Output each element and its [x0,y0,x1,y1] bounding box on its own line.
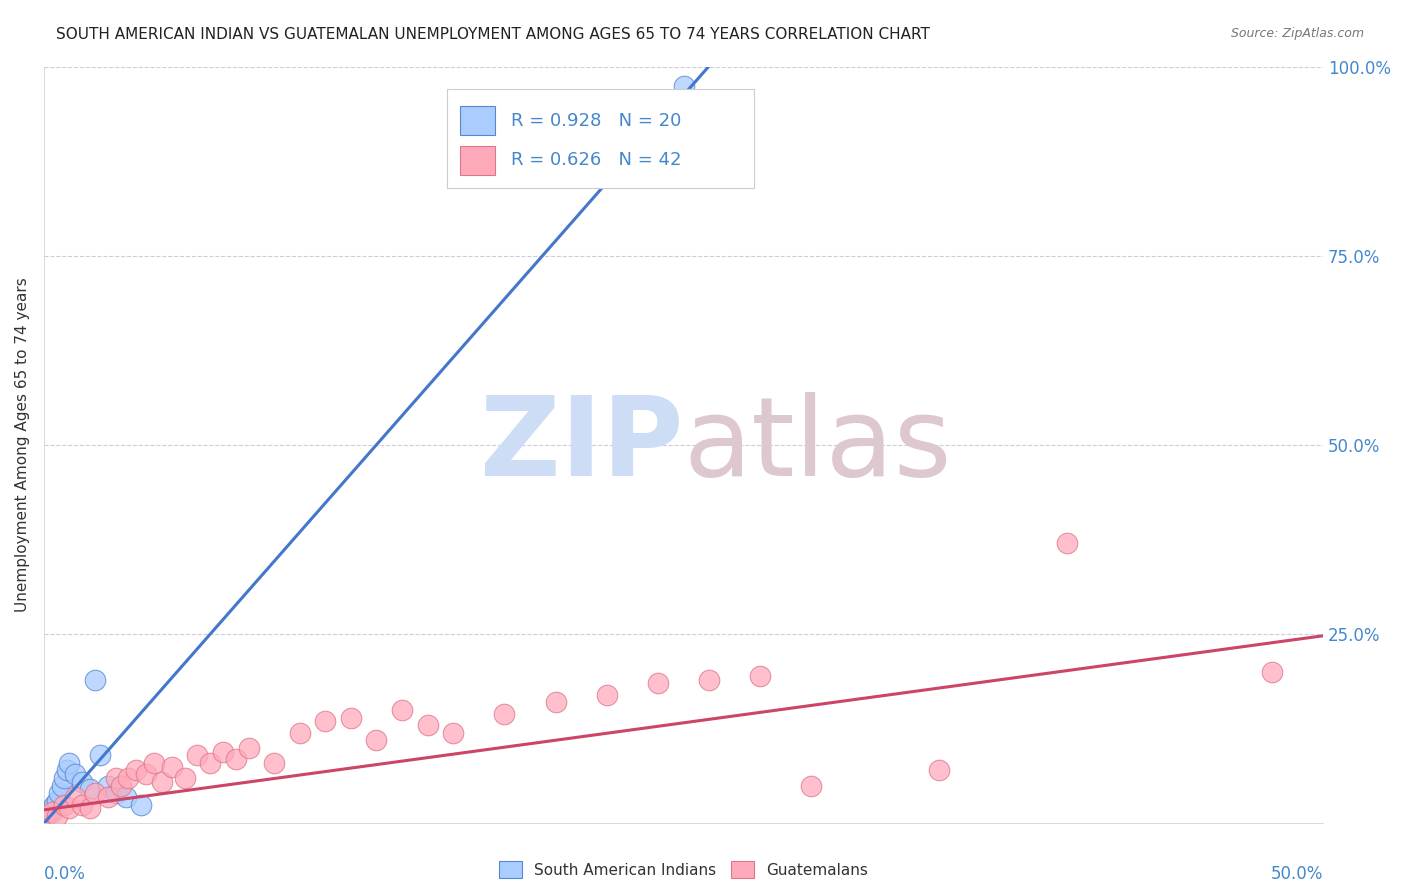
Point [173,771,195,785]
Point [1261,665,1284,679]
Point [56,764,79,778]
Point [391,703,413,717]
Point [544,695,567,709]
Point [79,801,101,815]
Point [800,779,823,793]
Point [41,805,63,819]
Point [263,756,285,770]
Bar [460,145,495,175]
Point [104,771,127,785]
Point [110,779,132,793]
Point [97,789,120,804]
Point [48,786,70,800]
Point [97,779,120,793]
Point [441,725,464,739]
Point [135,767,157,781]
Point [125,764,148,778]
Point [186,748,208,763]
Point [314,714,336,729]
Point [150,775,173,789]
Point [198,756,221,770]
Text: Source: ZipAtlas.com: Source: ZipAtlas.com [1230,27,1364,40]
Point [42,797,65,812]
Text: ZIP: ZIP [479,392,683,499]
Point [749,669,772,683]
Point [38,805,60,819]
Point [53,797,76,812]
Point [72,797,94,812]
Text: R = 0.626   N = 42: R = 0.626 N = 42 [510,151,682,169]
Point [928,764,950,778]
Point [89,748,111,763]
Legend: South American Indians, Guatemalans: South American Indians, Guatemalans [492,855,875,884]
Point [160,760,183,774]
Point [45,794,67,808]
Point [63,789,86,804]
Bar [460,106,495,136]
Point [596,688,619,702]
Point [104,786,127,800]
Point [225,752,247,766]
Text: 50.0%: 50.0% [1271,865,1323,883]
Point [288,725,311,739]
Point [340,710,363,724]
Point [72,775,94,789]
Point [63,767,86,781]
Point [58,801,80,815]
Point [416,718,439,732]
FancyBboxPatch shape [447,89,754,187]
Text: 0.0%: 0.0% [44,865,86,883]
Point [79,782,101,797]
Point [84,786,107,800]
Point [53,771,76,785]
Point [1056,536,1078,550]
Point [494,706,516,721]
Point [697,673,720,687]
Point [117,771,139,785]
Point [114,789,136,804]
Point [35,809,58,823]
Point [212,745,235,759]
Point [647,676,669,690]
Point [51,779,73,793]
Point [238,740,260,755]
Point [129,797,152,812]
Point [84,673,107,687]
Point [142,756,165,770]
Y-axis label: Unemployment Among Ages 65 to 74 years: Unemployment Among Ages 65 to 74 years [15,277,30,613]
Point [366,733,388,747]
Point [35,809,58,823]
Text: atlas: atlas [683,392,952,499]
Text: R = 0.928   N = 20: R = 0.928 N = 20 [510,112,681,130]
Point [41,801,63,815]
Point [45,809,67,823]
Point [672,78,695,93]
Text: SOUTH AMERICAN INDIAN VS GUATEMALAN UNEMPLOYMENT AMONG AGES 65 TO 74 YEARS CORRE: SOUTH AMERICAN INDIAN VS GUATEMALAN UNEM… [56,27,931,42]
Point [58,756,80,770]
